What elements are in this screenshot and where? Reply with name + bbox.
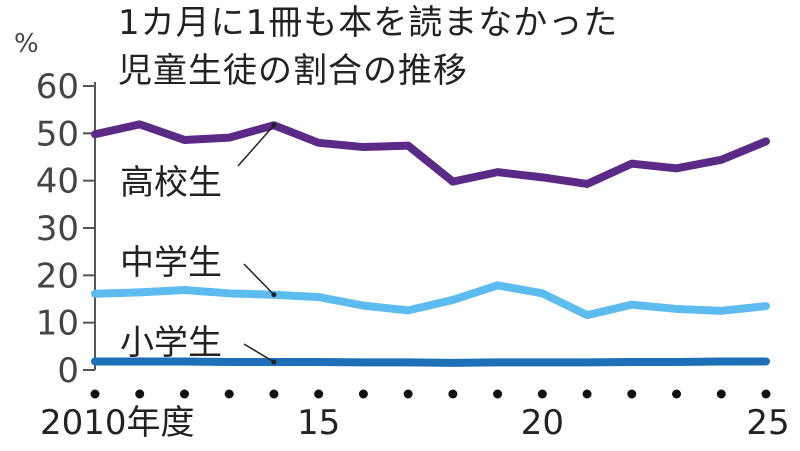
series-line bbox=[91, 281, 770, 320]
x-tick-dot bbox=[672, 389, 682, 399]
x-tick-dot bbox=[224, 389, 234, 399]
x-tick-dot bbox=[448, 389, 458, 399]
y-tick-label: 10 bbox=[36, 304, 79, 344]
x-tick-label: 15 bbox=[297, 403, 340, 443]
y-axis-unit: % bbox=[14, 29, 39, 59]
x-tick-label: 20 bbox=[521, 403, 564, 443]
y-tick-label: 0 bbox=[57, 351, 79, 391]
x-tick-dot bbox=[493, 389, 503, 399]
y-axis: 0 10 20 30 40 50 60 bbox=[36, 67, 96, 391]
x-tick-dot bbox=[90, 389, 100, 399]
chart-title-line-1: 1カ月に1冊も本を読まなかった bbox=[118, 3, 618, 43]
x-tick-dot bbox=[537, 389, 547, 399]
y-tick-label: 30 bbox=[36, 209, 79, 249]
x-tick-label: 25 bbox=[746, 403, 789, 443]
x-tick-dot bbox=[135, 389, 145, 399]
series-line bbox=[91, 357, 770, 367]
series-leader-dot bbox=[271, 122, 277, 128]
x-tick-dot bbox=[314, 389, 324, 399]
series-label: 中学生 bbox=[120, 243, 222, 283]
series-label: 小学生 bbox=[120, 323, 222, 363]
x-tick-dot bbox=[716, 389, 726, 399]
series-leader-line bbox=[237, 124, 275, 167]
chart-title-line-2: 児童生徒の割合の推移 bbox=[118, 51, 468, 91]
x-tick-dot bbox=[403, 389, 413, 399]
x-tick-dot bbox=[582, 389, 592, 399]
y-tick-label: 40 bbox=[36, 162, 79, 202]
y-tick-label: 60 bbox=[36, 67, 79, 107]
y-tick-label: 20 bbox=[36, 256, 79, 296]
x-tick-dot bbox=[358, 389, 368, 399]
chart-title: 1カ月に1冊も本を読まなかった 児童生徒の割合の推移 bbox=[118, 3, 618, 91]
series-leader-line bbox=[243, 263, 275, 296]
series-lines bbox=[91, 120, 770, 367]
series-leader-dot bbox=[271, 359, 277, 365]
series-label: 高校生 bbox=[120, 163, 222, 203]
x-tick-dot bbox=[179, 389, 189, 399]
x-axis: 2010年度 15 20 25 bbox=[40, 389, 790, 443]
y-tick-label: 50 bbox=[36, 114, 79, 154]
series-leader-dot bbox=[271, 292, 277, 298]
x-tick-dot bbox=[761, 389, 771, 399]
series-leader-line bbox=[243, 343, 275, 363]
x-tick-dot bbox=[269, 389, 279, 399]
x-tick-label: 2010年度 bbox=[40, 403, 195, 443]
x-tick-dot bbox=[627, 389, 637, 399]
series-line bbox=[91, 120, 770, 188]
